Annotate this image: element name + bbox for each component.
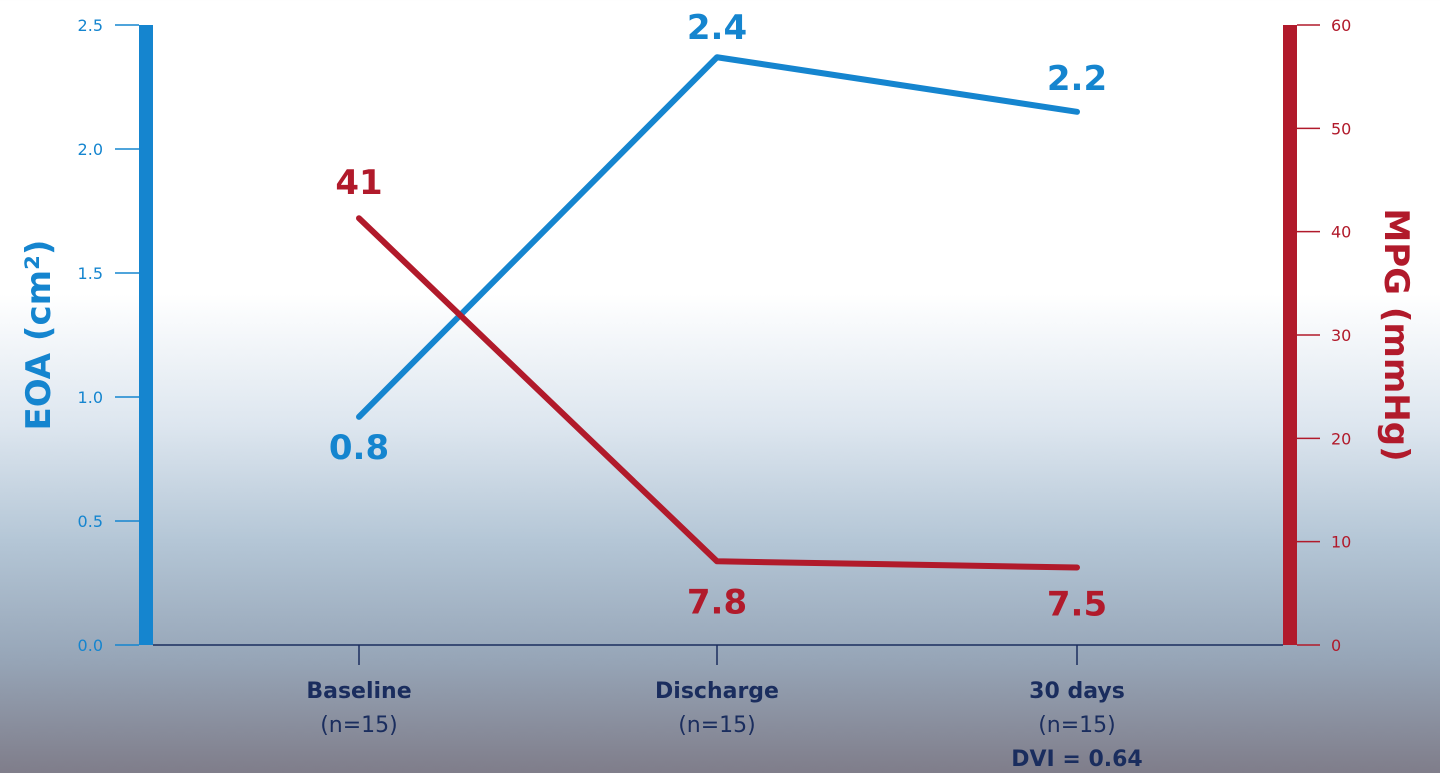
left-tick-label: 1.0: [78, 388, 103, 407]
right-tick-label: 40: [1331, 223, 1351, 242]
x-category-sublabel: (n=15): [678, 713, 756, 738]
data-labels: 0.8 2.4 2.2 41 7.8 7.5: [329, 8, 1107, 624]
data-label-eoa: 2.2: [1047, 59, 1107, 99]
data-label-mpg: 7.8: [687, 582, 747, 622]
right-tick-label: 50: [1331, 119, 1351, 138]
right-axis: 0 10 20 30 40 50 60 MPG (mmHg): [1283, 16, 1416, 655]
left-axis-title: EOA (cm²): [19, 240, 59, 431]
left-axis-bar: [139, 25, 153, 645]
right-tick-label: 60: [1331, 16, 1351, 35]
data-label-eoa: 2.4: [687, 8, 747, 48]
x-category-sublabel: (n=15): [1038, 713, 1116, 738]
right-axis-ticks: 0 10 20 30 40 50 60: [1297, 16, 1351, 655]
right-tick-label: 0: [1331, 636, 1341, 655]
left-axis-ticks: 0.0 0.5 1.0 1.5 2.0 2.5: [78, 16, 139, 655]
series-layer: [356, 54, 1080, 571]
left-tick-label: 2.0: [78, 140, 103, 159]
data-label-eoa: 0.8: [329, 428, 389, 468]
left-tick-label: 2.5: [78, 16, 103, 35]
left-tick-label: 0.5: [78, 512, 103, 531]
series-line-eoa: [356, 54, 1080, 420]
right-axis-title: MPG (mmHg): [1376, 208, 1416, 461]
right-tick-label: 30: [1331, 326, 1351, 345]
x-category-label: Baseline: [306, 679, 411, 704]
left-axis: 0.0 0.5 1.0 1.5 2.0 2.5 EOA (cm²): [19, 16, 153, 655]
x-category-label: 30 days: [1029, 679, 1125, 704]
x-category-note: DVI = 0.64: [1011, 747, 1143, 772]
x-axis-ticks: Baseline (n=15) Discharge (n=15) 30 days (n=1…: [306, 645, 1143, 772]
x-category-sublabel: (n=15): [320, 713, 398, 738]
data-label-mpg: 7.5: [1047, 585, 1107, 625]
left-tick-label: 1.5: [78, 264, 103, 283]
left-tick-label: 0.0: [78, 636, 103, 655]
right-axis-bar: [1283, 25, 1297, 645]
right-tick-label: 10: [1331, 533, 1351, 552]
right-tick-label: 20: [1331, 429, 1351, 448]
x-category-label: Discharge: [655, 679, 779, 704]
data-label-mpg: 41: [335, 163, 382, 203]
series-line-mpg: [356, 215, 1080, 571]
